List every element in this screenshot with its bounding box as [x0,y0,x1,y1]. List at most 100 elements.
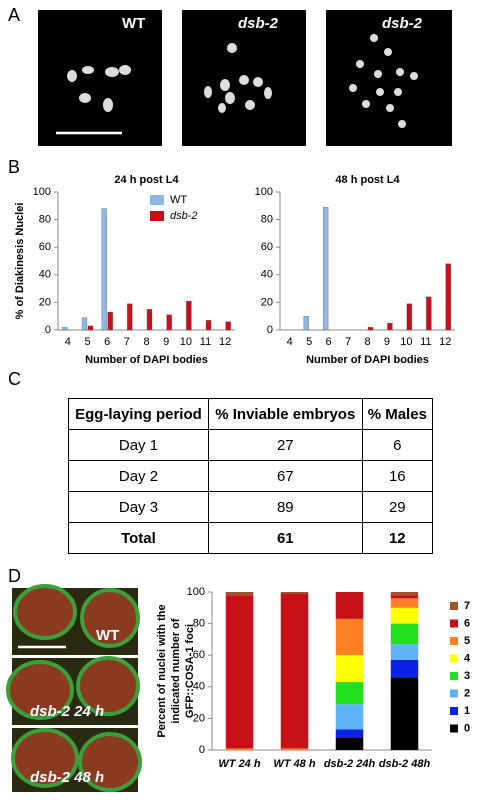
bar-segment [335,682,364,705]
panel-letter: C [8,369,21,389]
table-cell: Day 3 [68,491,209,523]
table-row: Day 1 27 6 [68,429,434,461]
legend-swatch [450,672,458,680]
y-tick-label: 0 [199,744,205,756]
legend-label: 5 [464,635,470,647]
bar-segment [390,607,419,624]
x-tick-label: dsb-2 24h [324,758,376,770]
legend-label: 1 [464,705,470,717]
bar-segment [390,598,419,608]
chart-title: 24 h post L4 [114,174,179,186]
x-tick-label: 11 [420,336,431,348]
y-tick-label: 20 [193,712,205,724]
bar [81,317,88,331]
y-axis-label: GFP::COSA-1 foci [184,624,196,718]
bar [127,303,133,331]
x-tick-label: 5 [84,336,90,348]
legend-label: dsb-2 [170,210,198,222]
bar [406,303,413,331]
bar-segment [335,655,364,683]
bar [186,300,192,331]
legend-label: 6 [464,617,470,629]
micrographs-a [38,10,452,146]
x-axis-label: Number of DAPI bodies [306,354,429,366]
bar-segment [390,623,419,645]
y-axis-label: indicated number of [170,618,182,723]
bar [445,263,451,331]
x-tick-label: 4 [287,336,293,348]
legend-label: 7 [464,600,470,612]
x-tick-label: 10 [180,336,192,348]
y-tick-label: 100 [187,586,205,598]
bar [166,314,172,331]
table-cell: Total [68,522,209,554]
bar-segment [280,592,309,594]
image-label: dsb-2 48 h [30,769,104,786]
y-tick-label: 80 [193,618,205,630]
bar-segment [390,595,419,599]
image-label: dsb-2 24 h [30,703,104,720]
panel-letter: A [8,5,20,25]
y-tick-label: 80 [39,214,51,226]
y-tick-label: 80 [261,214,273,226]
bar [87,325,94,331]
bar [387,322,393,331]
bar [101,208,107,331]
legend-swatch [450,689,458,698]
x-tick-label: 6 [104,336,110,348]
bar-segment [390,659,419,678]
table-row: Total 61 12 [68,522,434,554]
table-row: Day 3 89 29 [68,491,434,523]
x-tick-label: 10 [400,336,412,348]
header-cell: % Males [361,398,434,430]
panel-letter: B [8,157,20,177]
x-tick-label: 7 [345,336,351,348]
bar-segment [225,595,254,749]
legend-label: WT [170,194,187,206]
y-tick-label: 100 [33,186,51,198]
bar [225,321,231,331]
table-cell: 16 [361,460,434,492]
image-label: dsb-2 [382,15,423,32]
table-cell: 29 [361,491,434,523]
bar [322,207,329,331]
y-tick-label: 40 [261,269,273,281]
x-tick-label: WT 24 h [218,758,260,770]
legend-swatch [450,724,458,733]
x-tick-label: dsb-2 48h [379,758,431,770]
bar-segment [335,592,364,619]
image-label: dsb-2 [238,15,279,32]
legend-swatch [450,654,458,663]
bar [205,320,212,331]
x-tick-label: 9 [163,336,169,348]
y-tick-label: 60 [261,241,273,253]
y-axis-label: Percent of nuclei with the [156,604,168,737]
x-tick-label: 4 [65,336,71,348]
bar-segment [225,592,254,596]
x-tick-label: 12 [439,336,451,348]
bar [107,311,113,331]
legend-swatch [450,602,458,610]
bar-segment [390,644,419,660]
image-label: WT [96,627,119,644]
x-tick-label: 8 [364,336,370,348]
y-tick-label: 0 [267,324,273,336]
table-row: Day 2 67 16 [68,460,434,492]
legend-swatch [150,195,164,205]
legend-swatch [450,619,458,628]
y-tick-label: 60 [193,649,205,661]
header-cell: Egg-laying period [68,398,209,430]
y-axis-label: % of Diakinesis Nuclei [14,203,26,320]
x-tick-label: 12 [219,336,231,348]
bar [426,296,432,331]
y-tick-label: 20 [261,296,273,308]
bar-segment [280,748,309,750]
legend-label: 0 [464,722,470,734]
legend-swatch [450,637,458,645]
bar-segment [225,748,254,750]
y-tick-label: 0 [45,324,51,336]
bar [303,316,309,331]
data-table: Egg-laying period% Inviable embryos% Mal… [68,398,434,554]
bar-segment [335,729,364,738]
